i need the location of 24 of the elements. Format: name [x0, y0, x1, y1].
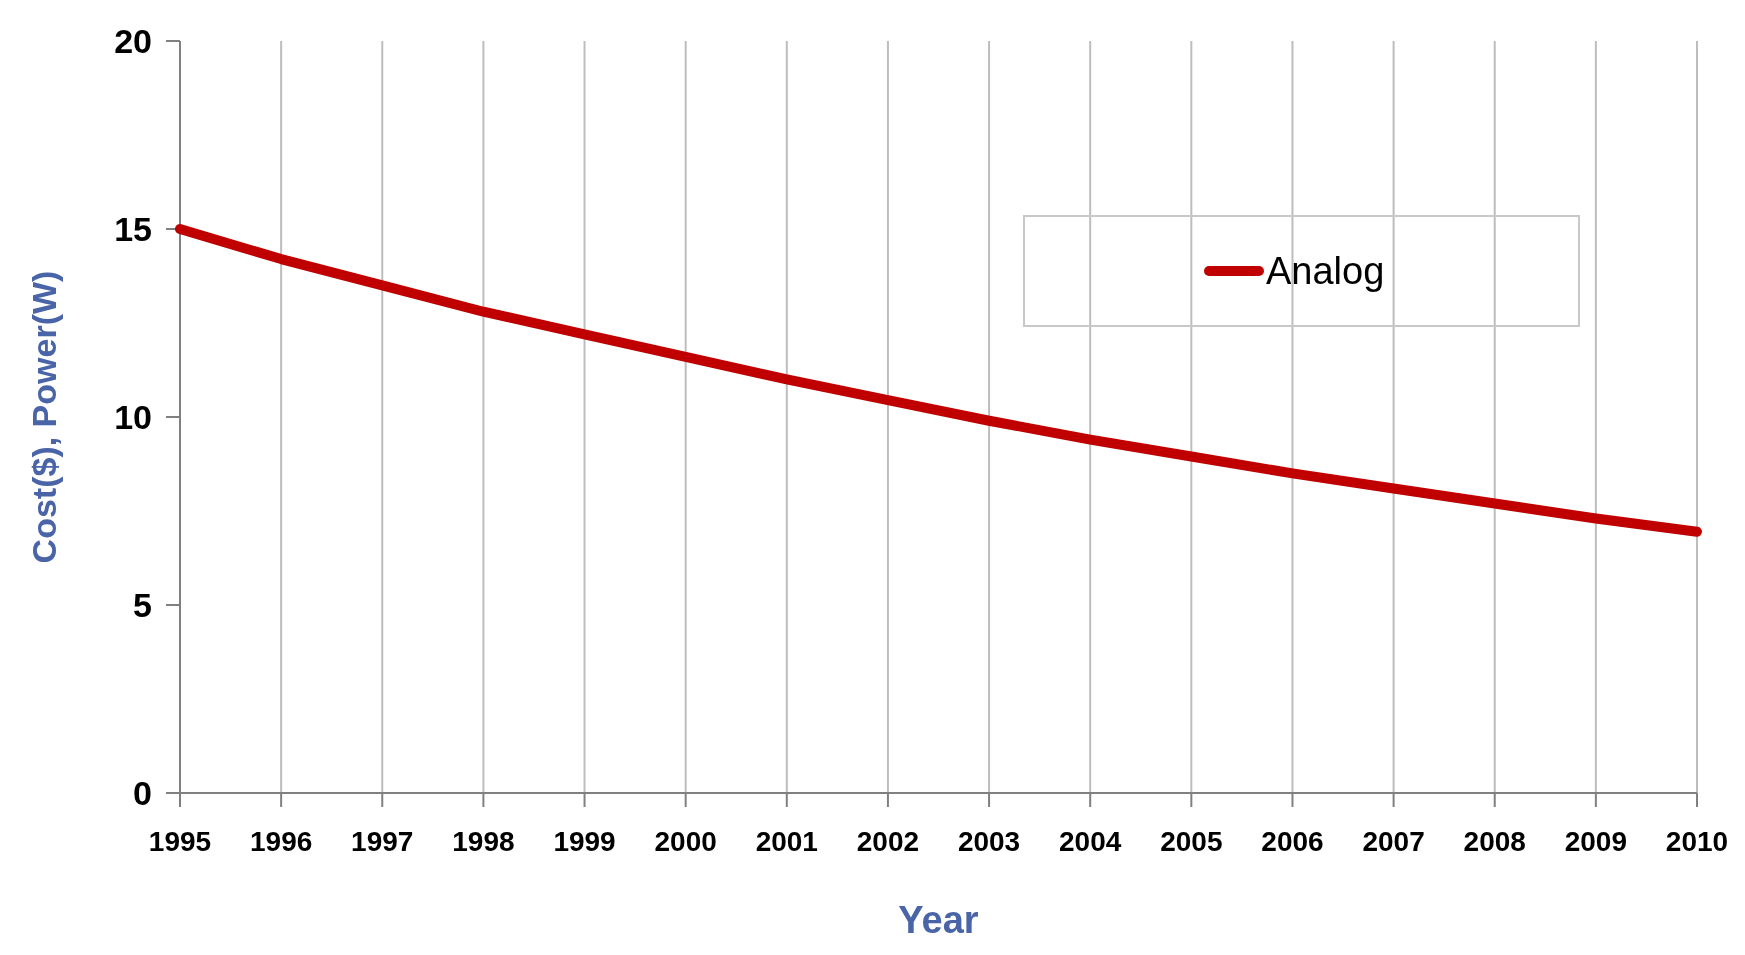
y-tick-label: 10: [114, 397, 152, 436]
x-tick-label: 2000: [654, 826, 717, 857]
legend-label: Analog: [1266, 250, 1385, 293]
y-axis-title: Cost($), Power(W): [25, 270, 63, 564]
y-tick-label: 0: [133, 773, 152, 812]
y-tick-label: 5: [133, 585, 152, 624]
x-tick-label: 2003: [957, 826, 1021, 857]
y-tick-label: 20: [114, 21, 152, 60]
x-tick-label: 2010: [1665, 826, 1729, 857]
x-axis-title: Year: [898, 899, 979, 941]
x-tick-label: 1996: [249, 826, 313, 857]
x-tick-label: 2009: [1564, 826, 1628, 857]
x-tick-label: 2008: [1463, 826, 1526, 857]
x-tick-label: 2002: [856, 826, 920, 857]
y-tick-label: 15: [114, 209, 152, 248]
x-tick-label: 1995: [148, 826, 212, 857]
x-tick-label: 2006: [1261, 826, 1324, 857]
x-tick-label: 2005: [1160, 826, 1223, 857]
x-tick-label: 1999: [553, 826, 616, 857]
x-tick-label: 1998: [452, 826, 515, 857]
x-tick-label: 1997: [351, 826, 414, 857]
x-tick-label: 2001: [755, 826, 818, 857]
x-tick-label: 2007: [1362, 826, 1425, 857]
x-tick-label: 2004: [1059, 826, 1122, 857]
